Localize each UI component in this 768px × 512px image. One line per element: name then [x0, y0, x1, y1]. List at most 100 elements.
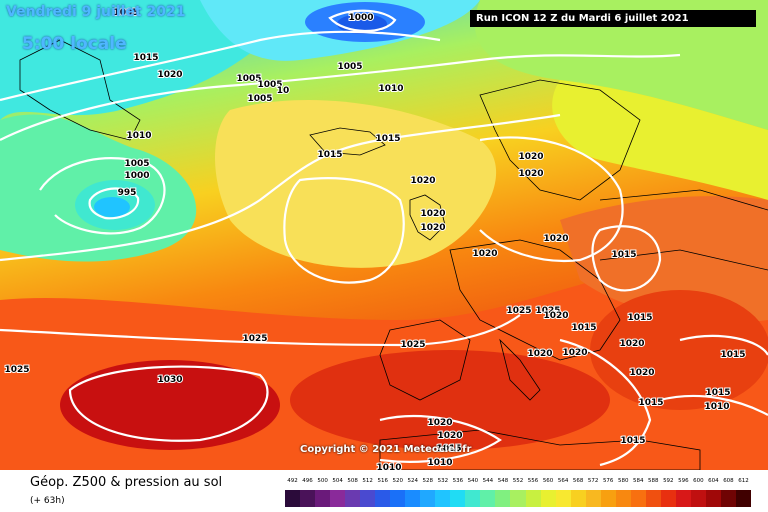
isobar-label: 1015: [436, 444, 461, 454]
scale-swatch: [300, 490, 316, 507]
isobar-label: 1020: [543, 234, 568, 244]
isobar-1015-west: [0, 113, 561, 262]
isobars: [0, 9, 768, 467]
legend-footer: Géop. Z500 & pression au sol (+ 63h) 492…: [0, 470, 768, 512]
isobar-label: 1005: [257, 80, 282, 90]
scale-value: 568: [572, 478, 584, 484]
scale-value: 560: [542, 478, 554, 484]
isobar-label: 1020: [427, 418, 452, 428]
scale-swatch: [360, 490, 376, 507]
scale-swatch: [660, 490, 676, 507]
isobar-label: 1020: [543, 311, 568, 321]
scale-swatch: [390, 490, 406, 507]
iceland-coast: [309, 127, 386, 156]
isobar-label: 1015: [571, 323, 596, 333]
isobar-label: 1010: [126, 131, 151, 141]
isobar-label: 10: [277, 86, 290, 96]
isobar-label: 1020: [629, 368, 654, 378]
scale-value: 592: [663, 478, 674, 484]
isobar-label: 1025: [400, 340, 425, 350]
scale-swatch: [630, 490, 646, 507]
scale-swatch: [285, 490, 301, 507]
low-core-iceland-inner: [94, 197, 130, 217]
isobar-label: 1005: [124, 159, 149, 169]
scale-swatch: [510, 490, 526, 507]
isobar-label: 1020: [619, 339, 644, 349]
scale-labels: 492 496 500 504 508 512 516 520 524 528 532 536 540 5…: [282, 478, 752, 488]
scale-swatch: [375, 490, 391, 507]
isobar-label: 1015: [638, 398, 663, 408]
isobar-label: 1020: [410, 176, 435, 186]
isobar-label: 1015: [133, 53, 158, 63]
scale-swatch: [450, 490, 466, 507]
scale-value: 612: [738, 478, 749, 484]
isobar-label: 1025: [242, 334, 267, 344]
lead-time: (+ 63h): [30, 496, 65, 506]
scale-value: 608: [723, 478, 734, 484]
isobar-label: 1010: [427, 458, 452, 468]
isobar-label: 1025: [4, 365, 29, 375]
central-europe-coast: [449, 239, 621, 361]
scale-swatch: [435, 490, 451, 507]
scale-value: 492: [287, 478, 298, 484]
isobar-1015-east: [591, 225, 662, 292]
scale-value: 556: [527, 478, 539, 484]
isobar-1020-north-sea: [479, 136, 624, 262]
isobar-label: 1025: [535, 306, 560, 316]
isobar-label: 1015: [375, 134, 400, 144]
scale-swatch: [555, 490, 571, 507]
scale-value: 516: [377, 478, 388, 484]
scale-swatch: [585, 490, 601, 507]
isobar-1030: [68, 365, 269, 442]
scale-swatch: [615, 490, 631, 507]
isobar-label: 1015: [705, 388, 730, 398]
scale-swatch: [600, 490, 616, 507]
isobar-label: 1020: [518, 169, 543, 179]
isobar-1015-southeast: [659, 334, 768, 416]
scale-value: 524: [407, 478, 419, 484]
scale-swatch: [480, 490, 496, 507]
scale-value: 596: [678, 478, 689, 484]
isobar-1005-north: [0, 30, 441, 102]
high-core-azores: [60, 360, 280, 450]
scale-swatch: [705, 490, 721, 507]
scale-value: 588: [648, 478, 659, 484]
scale-value: 544: [482, 478, 494, 484]
isobar-label: 1000: [124, 171, 149, 181]
scale-swatch: [540, 490, 556, 507]
isobar-label: 1010: [704, 402, 729, 412]
isobar-label: 1010: [378, 84, 403, 94]
variable-title: Géop. Z500 & pression au sol: [30, 475, 223, 490]
scale-swatch: [690, 490, 706, 507]
high-core-east: [590, 290, 768, 410]
forecast-time: 5:00 locale: [22, 34, 127, 54]
north-africa-coast: [379, 429, 701, 470]
isobar-1005-iceland: [39, 157, 166, 235]
scale-swatch: [675, 490, 691, 507]
isobar-label: 1005: [337, 62, 362, 72]
scale-swatch: [495, 490, 511, 507]
scale-value: 548: [497, 478, 509, 484]
isobar-label: 1015: [627, 313, 652, 323]
field-band-yellow-ne: [552, 80, 768, 200]
scale-value: 508: [347, 478, 358, 484]
isobar-labels: 1005 100010151020100510051005101005101010…: [3, 7, 746, 470]
isobar-label: 1005: [236, 74, 261, 84]
scale-value: 512: [362, 478, 373, 484]
isobar-label: 1015: [317, 150, 342, 160]
isobar-label: 1015: [611, 250, 636, 260]
isobar-1015-balkans: [559, 338, 652, 467]
scale-value: 528: [422, 478, 434, 484]
isobar-label: 1020: [420, 223, 445, 233]
isobar-label: 1020: [157, 70, 182, 80]
color-scale-bar: [285, 490, 751, 507]
isobar-1010: [0, 53, 681, 141]
isobar-1000-north: [328, 9, 397, 33]
isobar-label: 1020: [472, 249, 497, 259]
scandinavia-coast: [479, 79, 641, 201]
isobar-1025: [0, 314, 521, 347]
isobar-label: 1005: [113, 8, 138, 18]
scale-value: 580: [617, 478, 629, 484]
greenland-coast: [19, 39, 141, 141]
scale-swatch: [525, 490, 541, 507]
